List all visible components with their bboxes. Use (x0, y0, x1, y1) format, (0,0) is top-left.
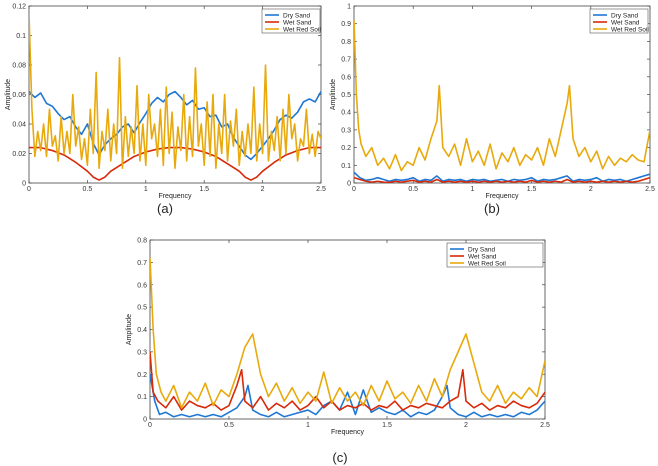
series-line-dry (150, 374, 545, 418)
x-tick-label: 1 (470, 186, 474, 193)
series-line-dry (354, 171, 650, 183)
y-tick-label: 0.1 (137, 394, 147, 401)
y-tick-label: 0.5 (341, 92, 351, 99)
panel-a: 0 0.5 1 1.5 2 2.5 0 0.02 0.04 0.06 0.08 0.1 0.12 Freq… (5, 4, 326, 217)
x-tick-label: 2.5 (540, 422, 550, 429)
x-tick-label: 2 (261, 186, 265, 193)
y-tick-label: 0.1 (341, 163, 351, 170)
y-tick-label: 0.6 (341, 74, 351, 81)
x-tick-label: 2 (589, 186, 593, 193)
x-tick-label: 1.5 (527, 186, 537, 193)
y-tick-label: 0.08 (12, 63, 26, 70)
y-tick-label: 0.3 (137, 349, 147, 356)
series-line-red (354, 20, 650, 172)
panel-c: 0 0.5 1 1.5 2 2.5 0 0.1 0.2 0.3 0.4 0.5 0.6 0.7 0.8 Fre… (126, 238, 550, 466)
y-tick-label: 0 (143, 417, 147, 424)
series-line-wet (29, 146, 321, 181)
y-tick-label: 0.2 (137, 372, 147, 379)
y-tick-label: 0.6 (137, 282, 147, 289)
y-tick-label: 0.8 (137, 238, 147, 245)
x-axis-label: Frequency (158, 193, 192, 200)
y-tick-label: 0.7 (341, 57, 351, 64)
series-line-red (150, 257, 545, 409)
legend-entry-dry: Dry Sand (468, 246, 495, 253)
x-tick-label: 0 (148, 422, 152, 429)
panel-caption: (c) (332, 450, 347, 465)
legend-entry-red: Wet Red Soil (611, 26, 649, 33)
x-tick-label: 0.5 (83, 186, 93, 193)
panel-b: 0 0.5 1 1.5 2 2.5 0 0.1 0.2 0.3 0.4 0.5 0.6 0.7 0.8 0.9… (330, 4, 655, 217)
legend-entry-wet: Wet Sand (468, 253, 497, 260)
x-tick-label: 2.5 (316, 186, 326, 193)
x-tick-label: 2.5 (645, 186, 655, 193)
panel-caption: (b) (484, 201, 500, 216)
legend-entry-wet: Wet Sand (283, 19, 312, 26)
y-tick-label: 1 (347, 4, 351, 11)
y-tick-label: 0.12 (12, 4, 26, 11)
legend (261, 8, 321, 34)
y-tick-label: 0.9 (341, 21, 351, 28)
x-tick-label: 0.5 (224, 422, 234, 429)
x-tick-label: 1.5 (382, 422, 392, 429)
x-axis-label: Frequency (485, 193, 519, 200)
x-tick-label: 0.5 (408, 186, 418, 193)
y-tick-label: 0.4 (137, 327, 147, 334)
x-tick-label: 1.5 (199, 186, 209, 193)
series-line-wet (354, 176, 650, 183)
y-tick-label: 0 (347, 181, 351, 188)
legend-entry-red: Wet Red Soil (468, 260, 506, 267)
x-tick-label: 1 (306, 422, 310, 429)
x-tick-label: 0 (27, 186, 31, 193)
y-tick-label: 0.2 (341, 145, 351, 152)
y-tick-label: 0.3 (341, 127, 351, 134)
legend-entry-red: Wet Red Soil (283, 26, 321, 33)
x-tick-label: 1 (144, 186, 148, 193)
legend-entry-wet: Wet Sand (611, 19, 640, 26)
y-tick-label: 0.1 (16, 33, 26, 40)
y-tick-label: 0.5 (137, 305, 147, 312)
y-tick-label: 0 (22, 181, 26, 188)
y-tick-label: 0.02 (12, 151, 26, 158)
legend-entry-dry: Dry Sand (283, 12, 310, 19)
series-line-red (29, 13, 321, 170)
panel-caption: (a) (157, 201, 173, 216)
y-axis-label: Amplitude (330, 79, 337, 110)
y-tick-label: 0.04 (12, 122, 26, 129)
legend-entry-dry: Dry Sand (611, 12, 638, 19)
y-tick-label: 0.06 (12, 92, 26, 99)
y-axis-label: Amplitude (126, 314, 133, 345)
x-axis-label: Frequency (331, 429, 365, 436)
y-tick-label: 0.4 (341, 110, 351, 117)
y-tick-label: 0.7 (137, 260, 147, 267)
x-tick-label: 0 (352, 186, 356, 193)
x-tick-label: 2 (464, 422, 468, 429)
y-tick-label: 0.8 (341, 39, 351, 46)
plot-area (149, 239, 546, 420)
y-axis-label: Amplitude (5, 79, 12, 110)
